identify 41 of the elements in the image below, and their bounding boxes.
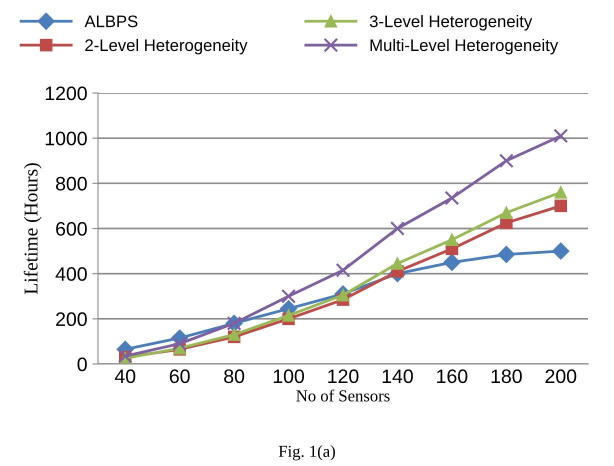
point [172,336,187,351]
y-tick-label: 1200 [46,86,87,100]
caption: Fig. 1(a) [278,445,335,460]
point [281,288,296,304]
point [446,234,458,246]
x-tick-label: 160 [437,369,468,384]
point [554,186,568,199]
x-tick-label: 40 [114,369,136,384]
point [554,200,568,212]
point [552,242,570,260]
point [498,246,515,264]
x-tick-label: 140 [382,369,413,384]
point [443,254,460,271]
point [444,190,460,206]
y-tick-label: 200 [56,312,87,326]
point [391,257,404,270]
point [390,221,405,236]
point [282,309,295,322]
legend-label: 2-Level Heterogeneity [85,38,248,54]
point [553,128,568,144]
legend-label: 3-Level Heterogeneity [370,15,532,31]
point [499,153,514,168]
y-tick-label: 0 [78,357,87,372]
point [228,328,240,341]
point [336,288,350,302]
x-tick-label: 120 [328,369,358,384]
y-tick-label: 400 [56,267,87,281]
legend-label: Multi-Level Heterogeneity [370,38,558,54]
y-tick-label: 1000 [46,132,87,146]
point [500,206,513,219]
point [336,262,350,278]
x-axis-title: No of Sensors [296,390,390,402]
x-tick-label: 100 [274,369,304,384]
legend-label: ALBPS [84,15,138,28]
x-tick-label: 60 [170,369,190,384]
x-tick-label: 180 [492,369,522,384]
y-tick-label: 800 [56,176,87,191]
x-tick-label: 80 [224,369,244,384]
x-tick-label: 200 [546,369,576,384]
y-tick-label: 600 [56,222,87,236]
y-axis-title: Lifetime (Hours) [24,163,42,294]
